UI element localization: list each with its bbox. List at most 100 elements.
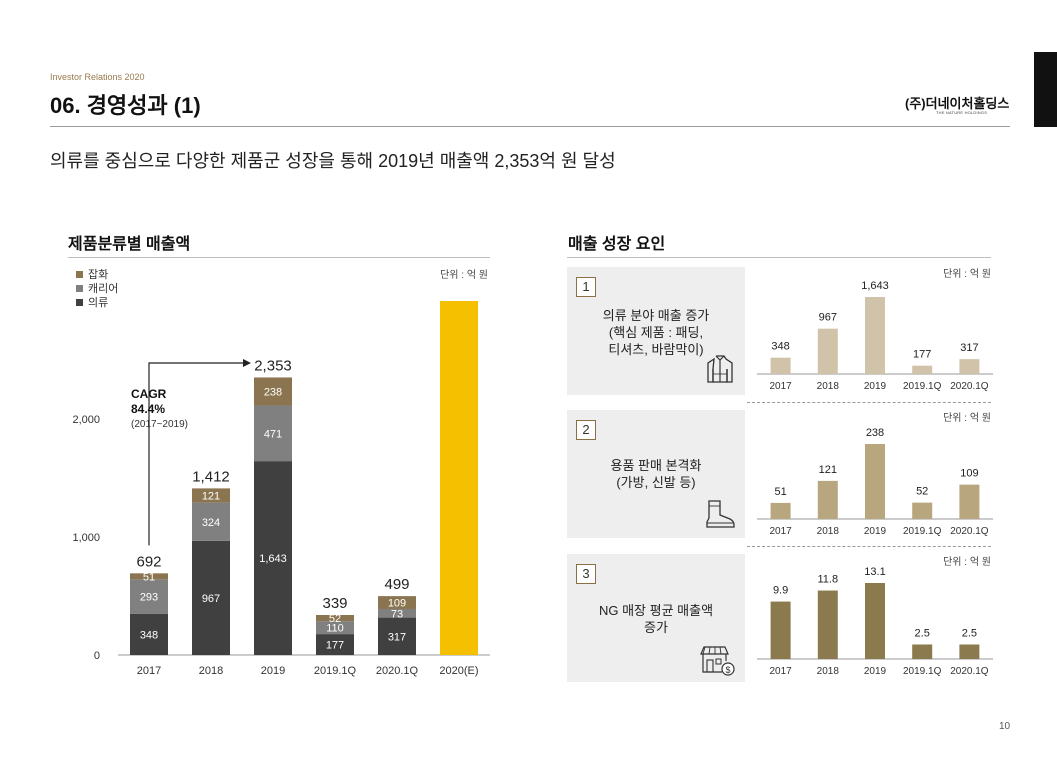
bar-segment: [316, 634, 354, 655]
bar-value-label: 967: [202, 593, 220, 605]
bar-value-label: 324: [202, 517, 220, 529]
bar: [912, 644, 933, 659]
jacket-icon: [707, 355, 733, 383]
side-tab-marker: [1034, 52, 1057, 127]
bar-value-label: 109: [960, 468, 978, 480]
x-tick-label: 2018: [817, 526, 840, 537]
x-tick-label: 2020.1Q: [950, 666, 989, 677]
company-english-name: THE NATURE HOLDINGS: [936, 110, 988, 115]
bar-value-label: 471: [264, 428, 282, 440]
x-tick-label: 2020.1Q: [950, 526, 989, 537]
left-section-title: 제품분류별 매출액: [68, 236, 191, 253]
x-tick-label: 2019: [864, 381, 887, 392]
factor-box-2: 2 용품 판매 본격화 (가방, 신발 등): [567, 410, 745, 538]
bar-segment: [192, 502, 230, 541]
x-tick-label: 2019.1Q: [903, 666, 942, 677]
x-tick-label: 2019.1Q: [903, 381, 942, 392]
cagr-range: (2017~2019): [131, 419, 188, 430]
bar: [912, 365, 933, 374]
bar: [817, 590, 838, 659]
bar: [770, 502, 791, 519]
bar-value-label: 1,643: [259, 553, 287, 565]
legend-swatch: [76, 285, 83, 292]
bar-segment: [316, 621, 354, 635]
bar-segment: [254, 377, 292, 406]
bar: [770, 357, 791, 374]
bar-total-label: 499: [384, 576, 409, 593]
x-tick-label: 2018: [817, 381, 840, 392]
store-average-sales-chart: 단위 : 억 원 9.9 2017 11.8 2018 13.1 2019 2.5 2019.1…: [757, 555, 993, 677]
bar-segment: [316, 614, 354, 622]
x-tick-label: 2017: [137, 665, 161, 677]
bar-value-label: 2.5: [962, 627, 977, 639]
store-icon: $: [700, 646, 735, 676]
x-tick-label: 2017: [769, 526, 792, 537]
page-title: 06. 경영성과 (1): [50, 93, 201, 118]
x-tick-label: 2019.1Q: [903, 526, 942, 537]
bar-value-label: 51: [774, 486, 786, 498]
bar-total-label: 339: [322, 595, 347, 612]
factor-number-3: 3: [576, 564, 596, 584]
bar-value-label: 317: [960, 342, 978, 354]
legend-label: 의류: [88, 296, 108, 309]
x-tick-label: 2017: [769, 666, 792, 677]
factor-text-1: 의류 분야 매출 증가 (핵심 제품 : 패딩, 티셔츠, 바람막이): [602, 308, 710, 357]
right-section-divider: [567, 257, 991, 258]
bar: [959, 644, 980, 659]
bar-value-label: 177: [326, 640, 344, 652]
x-tick-label: 2019: [261, 665, 285, 677]
bar-segment: [378, 617, 416, 655]
left-section-divider: [68, 257, 490, 258]
legend-label: 캐리어: [88, 282, 118, 295]
factor-number-2: 2: [576, 420, 596, 440]
bar-value-label: 2.5: [915, 627, 930, 639]
bar: [865, 444, 885, 519]
bar-value-label: 109: [388, 598, 406, 610]
factor-number-1: 1: [576, 277, 596, 297]
svg-text:$: $: [725, 665, 730, 675]
bar-value-label: 293: [140, 592, 158, 604]
unit-label: 단위 : 억 원: [943, 411, 991, 424]
bar-value-label: 317: [388, 631, 406, 643]
bar-segment: [192, 488, 230, 503]
cagr-arrow-line: [148, 362, 245, 546]
bar-value-label: 73: [391, 608, 403, 620]
factor-separator-1: [747, 402, 991, 403]
x-tick-label: 2019: [864, 526, 887, 537]
bar-segment: [130, 579, 168, 614]
factor-text-3: NG 매장 평균 매출액 증가: [598, 603, 714, 635]
x-tick-label: 2020.1Q: [376, 665, 419, 677]
bar: [959, 484, 980, 519]
factor-box-3: 3 NG 매장 평균 매출액 증가 $: [567, 554, 745, 682]
bar: [865, 297, 885, 374]
x-tick-label: 2020(E): [439, 665, 478, 677]
x-tick-label: 2018: [199, 665, 223, 677]
bar-value-label: 1,643: [861, 280, 889, 292]
x-tick-label: 2017: [769, 381, 792, 392]
goods-sales-chart: 단위 : 억 원 51 2017 121 2018 238 2019 52 2019.1Q 109…: [757, 411, 993, 537]
bar-segment: [378, 608, 416, 618]
bar-value-label: 52: [329, 613, 341, 625]
clothing-sales-chart: 단위 : 억 원 348 2017 967 2018 1,643 2019 177 2019.1…: [757, 267, 993, 392]
bar-total-label: 1,412: [192, 468, 230, 485]
unit-label: 단위 : 억 원: [943, 267, 991, 280]
cagr-arrow-head: [243, 359, 251, 367]
cagr-value: 84.4%: [131, 402, 165, 416]
page-number: 10: [999, 721, 1011, 732]
cagr-title: CAGR: [131, 387, 167, 401]
x-tick-label: 2018: [817, 666, 840, 677]
bar-value-label: 121: [819, 464, 837, 476]
bar-value-label: 238: [264, 387, 282, 399]
bar: [865, 583, 885, 659]
y-tick-label: 0: [94, 650, 100, 662]
bar: [817, 480, 838, 519]
estimate-bar: [440, 301, 478, 655]
bar-value-label: 110: [326, 623, 344, 635]
y-tick-label: 1,000: [72, 532, 100, 544]
bar-value-label: 13.1: [864, 566, 885, 578]
right-section-title: 매출 성장 요인: [568, 236, 666, 253]
legend-label: 잡화: [88, 268, 108, 281]
factor-text-2: 용품 판매 본격화 (가방, 신발 등): [610, 458, 702, 490]
bar-total-label: 692: [136, 553, 161, 570]
bar-segment: [130, 613, 168, 655]
